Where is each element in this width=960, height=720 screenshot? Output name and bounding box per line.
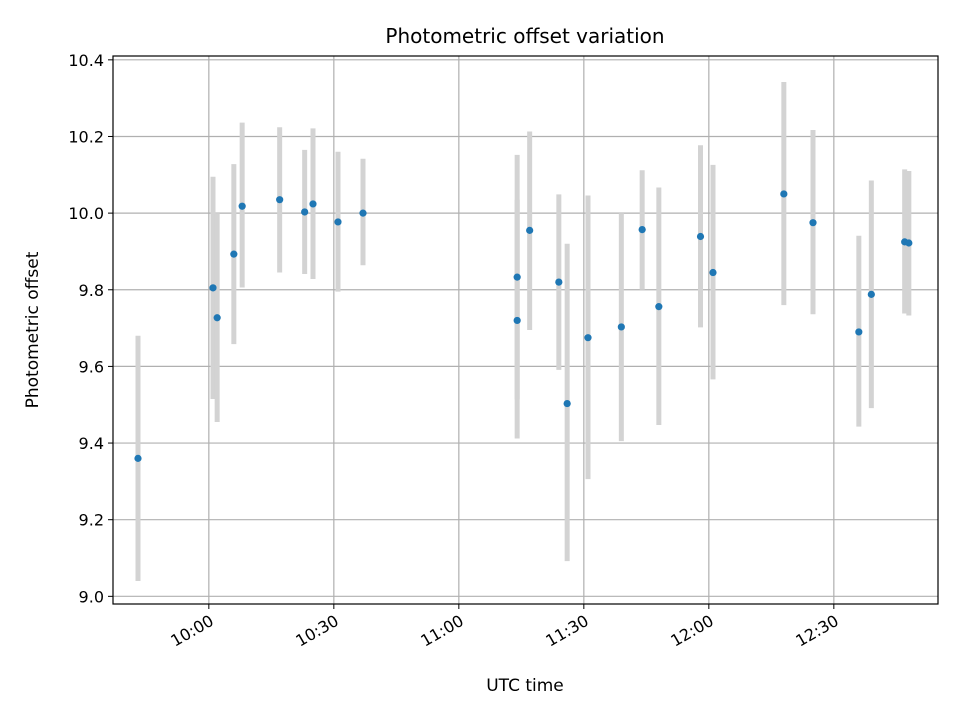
data-point [513, 316, 521, 325]
point-layer [134, 190, 913, 462]
y-tick-label: 9.4 [79, 434, 104, 453]
data-point [134, 454, 142, 462]
data-point [230, 250, 238, 258]
data-point [638, 225, 646, 234]
y-tick-label: 9.6 [79, 357, 104, 376]
data-point [238, 202, 246, 210]
data-point [709, 268, 717, 277]
data-point [617, 323, 625, 331]
y-tick-label: 9.0 [79, 587, 104, 606]
data-point [867, 290, 875, 298]
grid-layer [113, 56, 938, 604]
data-point [209, 284, 217, 292]
y-tick-label: 10.2 [68, 127, 104, 146]
y-tick-label: 9.8 [79, 281, 104, 300]
data-point [513, 273, 521, 281]
x-axis-label: UTC time [486, 676, 564, 696]
data-point [555, 278, 563, 286]
data-point [359, 209, 367, 217]
y-axis-label: Photometric offset [23, 251, 43, 408]
y-tick-label: 10.4 [68, 51, 104, 70]
chart-title: Photometric offset variation [385, 24, 664, 48]
data-point [526, 226, 534, 234]
data-point [309, 200, 317, 208]
data-point [855, 328, 863, 336]
data-point [905, 239, 913, 247]
y-tick-label: 10.0 [68, 204, 104, 223]
data-point [584, 334, 592, 342]
data-point [809, 219, 817, 227]
data-point [301, 208, 309, 216]
plot-frame [112, 55, 939, 605]
data-point [780, 190, 788, 198]
data-point [334, 218, 342, 226]
y-tick-label: 9.2 [79, 511, 104, 530]
data-point [696, 232, 705, 241]
data-point [563, 399, 571, 408]
data-point [655, 303, 663, 311]
data-point [276, 196, 284, 204]
data-point [213, 314, 221, 322]
